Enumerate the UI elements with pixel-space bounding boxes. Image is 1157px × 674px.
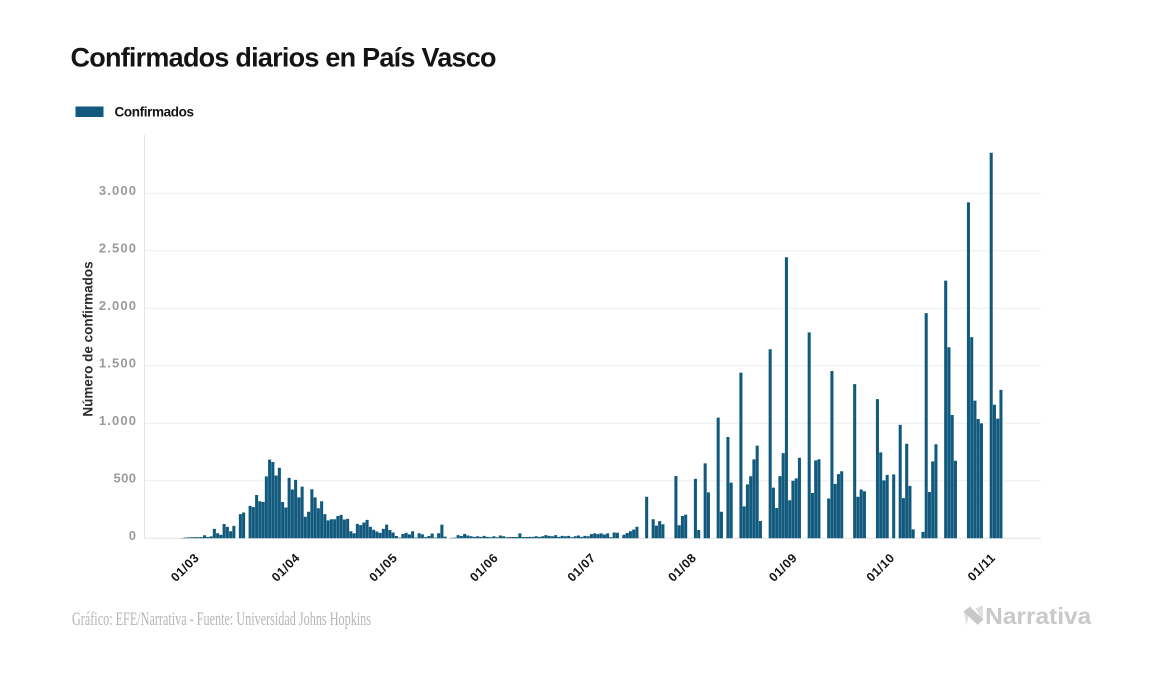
svg-text:Gráfico: EFE/Narrativa - Fuent: Gráfico: EFE/Narrativa - Fuente: Univers…	[72, 609, 371, 630]
svg-text:500: 500	[114, 471, 137, 486]
svg-text:3.000: 3.000	[99, 183, 136, 198]
svg-text:Narrativa: Narrativa	[985, 603, 1091, 629]
svg-text:Confirmados diarios en País Va: Confirmados diarios en País Vasco	[71, 43, 497, 73]
svg-text:1.500: 1.500	[99, 356, 136, 371]
svg-text:0: 0	[129, 528, 136, 543]
svg-text:Número de confirmados: Número de confirmados	[80, 261, 95, 416]
svg-text:2.000: 2.000	[99, 298, 136, 313]
svg-text:Confirmados: Confirmados	[115, 105, 195, 120]
svg-text:1.000: 1.000	[99, 413, 136, 428]
svg-text:2.500: 2.500	[99, 241, 136, 256]
